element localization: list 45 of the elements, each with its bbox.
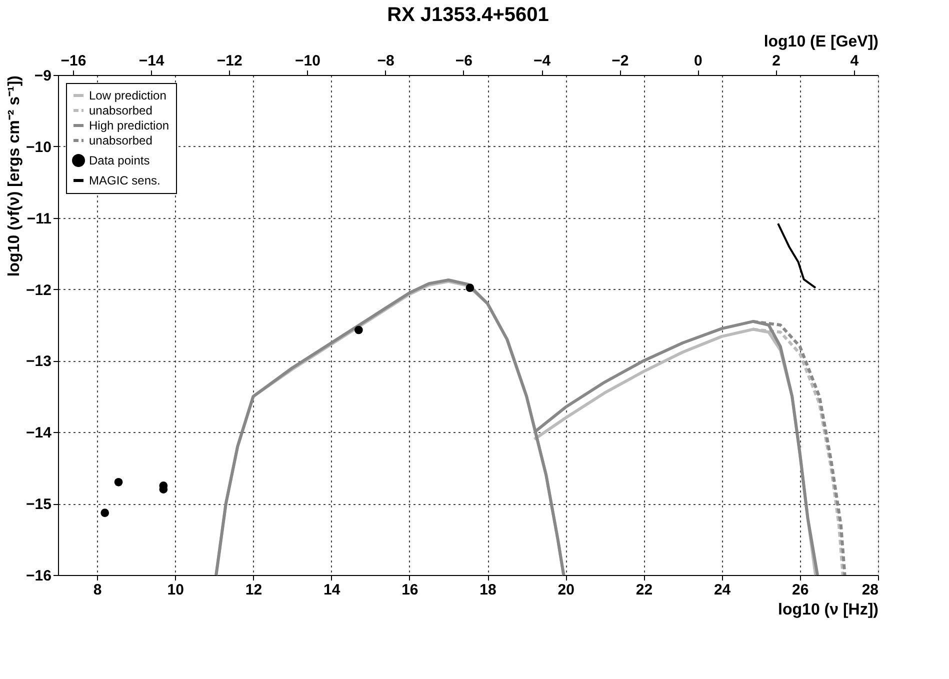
x2-tick-label: 4 (850, 52, 860, 70)
x2-axis-title: log10 (E [GeV]) (764, 34, 878, 50)
legend-label: unabsorbed (89, 104, 152, 118)
legend-label: High prediction (89, 118, 170, 132)
x2-tick-label: −8 (377, 52, 394, 70)
x-axis-title: log10 (ν [Hz]) (778, 602, 878, 618)
x2-tick-label: −2 (612, 52, 629, 70)
point (466, 284, 474, 292)
legend-label: Low prediction (89, 88, 166, 102)
x2-tick-label: −4 (533, 52, 552, 70)
y-tick-label: −14 (26, 424, 52, 442)
x2-tick-label: −10 (295, 52, 320, 70)
x-tick-label: 14 (323, 582, 341, 598)
x-tick-label: 24 (714, 582, 732, 598)
y-tick-label: −10 (26, 138, 52, 156)
point (100, 508, 110, 518)
x-tick-label: 18 (480, 582, 496, 598)
point (354, 326, 363, 334)
legend-label: MAGIC sens. (89, 174, 160, 188)
x-tick-label: 28 (862, 582, 878, 598)
x-tick-label: 22 (636, 582, 653, 598)
x-tick-label: 26 (792, 582, 809, 598)
x-tick-label: 20 (558, 582, 574, 598)
x-tick-label: 8 (93, 582, 102, 598)
legend-label: unabsorbed (89, 134, 152, 148)
x2-tick-label: 2 (772, 52, 780, 70)
x-tick-label: 10 (167, 582, 184, 598)
x-tick-label: 16 (402, 582, 418, 598)
y-tick-label: −11 (26, 210, 52, 228)
x2-tick-label: −12 (216, 52, 242, 70)
y-tick-label: −15 (26, 496, 52, 514)
point (114, 478, 123, 486)
chart-title: RX J1353.4+5601 (387, 4, 549, 26)
x2-tick-label: −14 (138, 52, 165, 70)
y-tick-label: −16 (26, 568, 52, 584)
x2-tick-label: −16 (60, 52, 86, 70)
y-tick-label: −13 (26, 353, 52, 370)
legend-label: Data points (89, 154, 150, 168)
y-axis-title: log10 (νf(ν) [ergs cm⁻² s⁻¹]) (6, 76, 24, 277)
x-tick-label: 12 (245, 582, 262, 598)
y-tick-label: −12 (26, 282, 52, 299)
y-tick-label: −9 (34, 68, 52, 84)
line-series (777, 222, 817, 289)
x2-tick-label: 0 (694, 52, 702, 70)
x2-tick-label: −6 (455, 52, 472, 70)
